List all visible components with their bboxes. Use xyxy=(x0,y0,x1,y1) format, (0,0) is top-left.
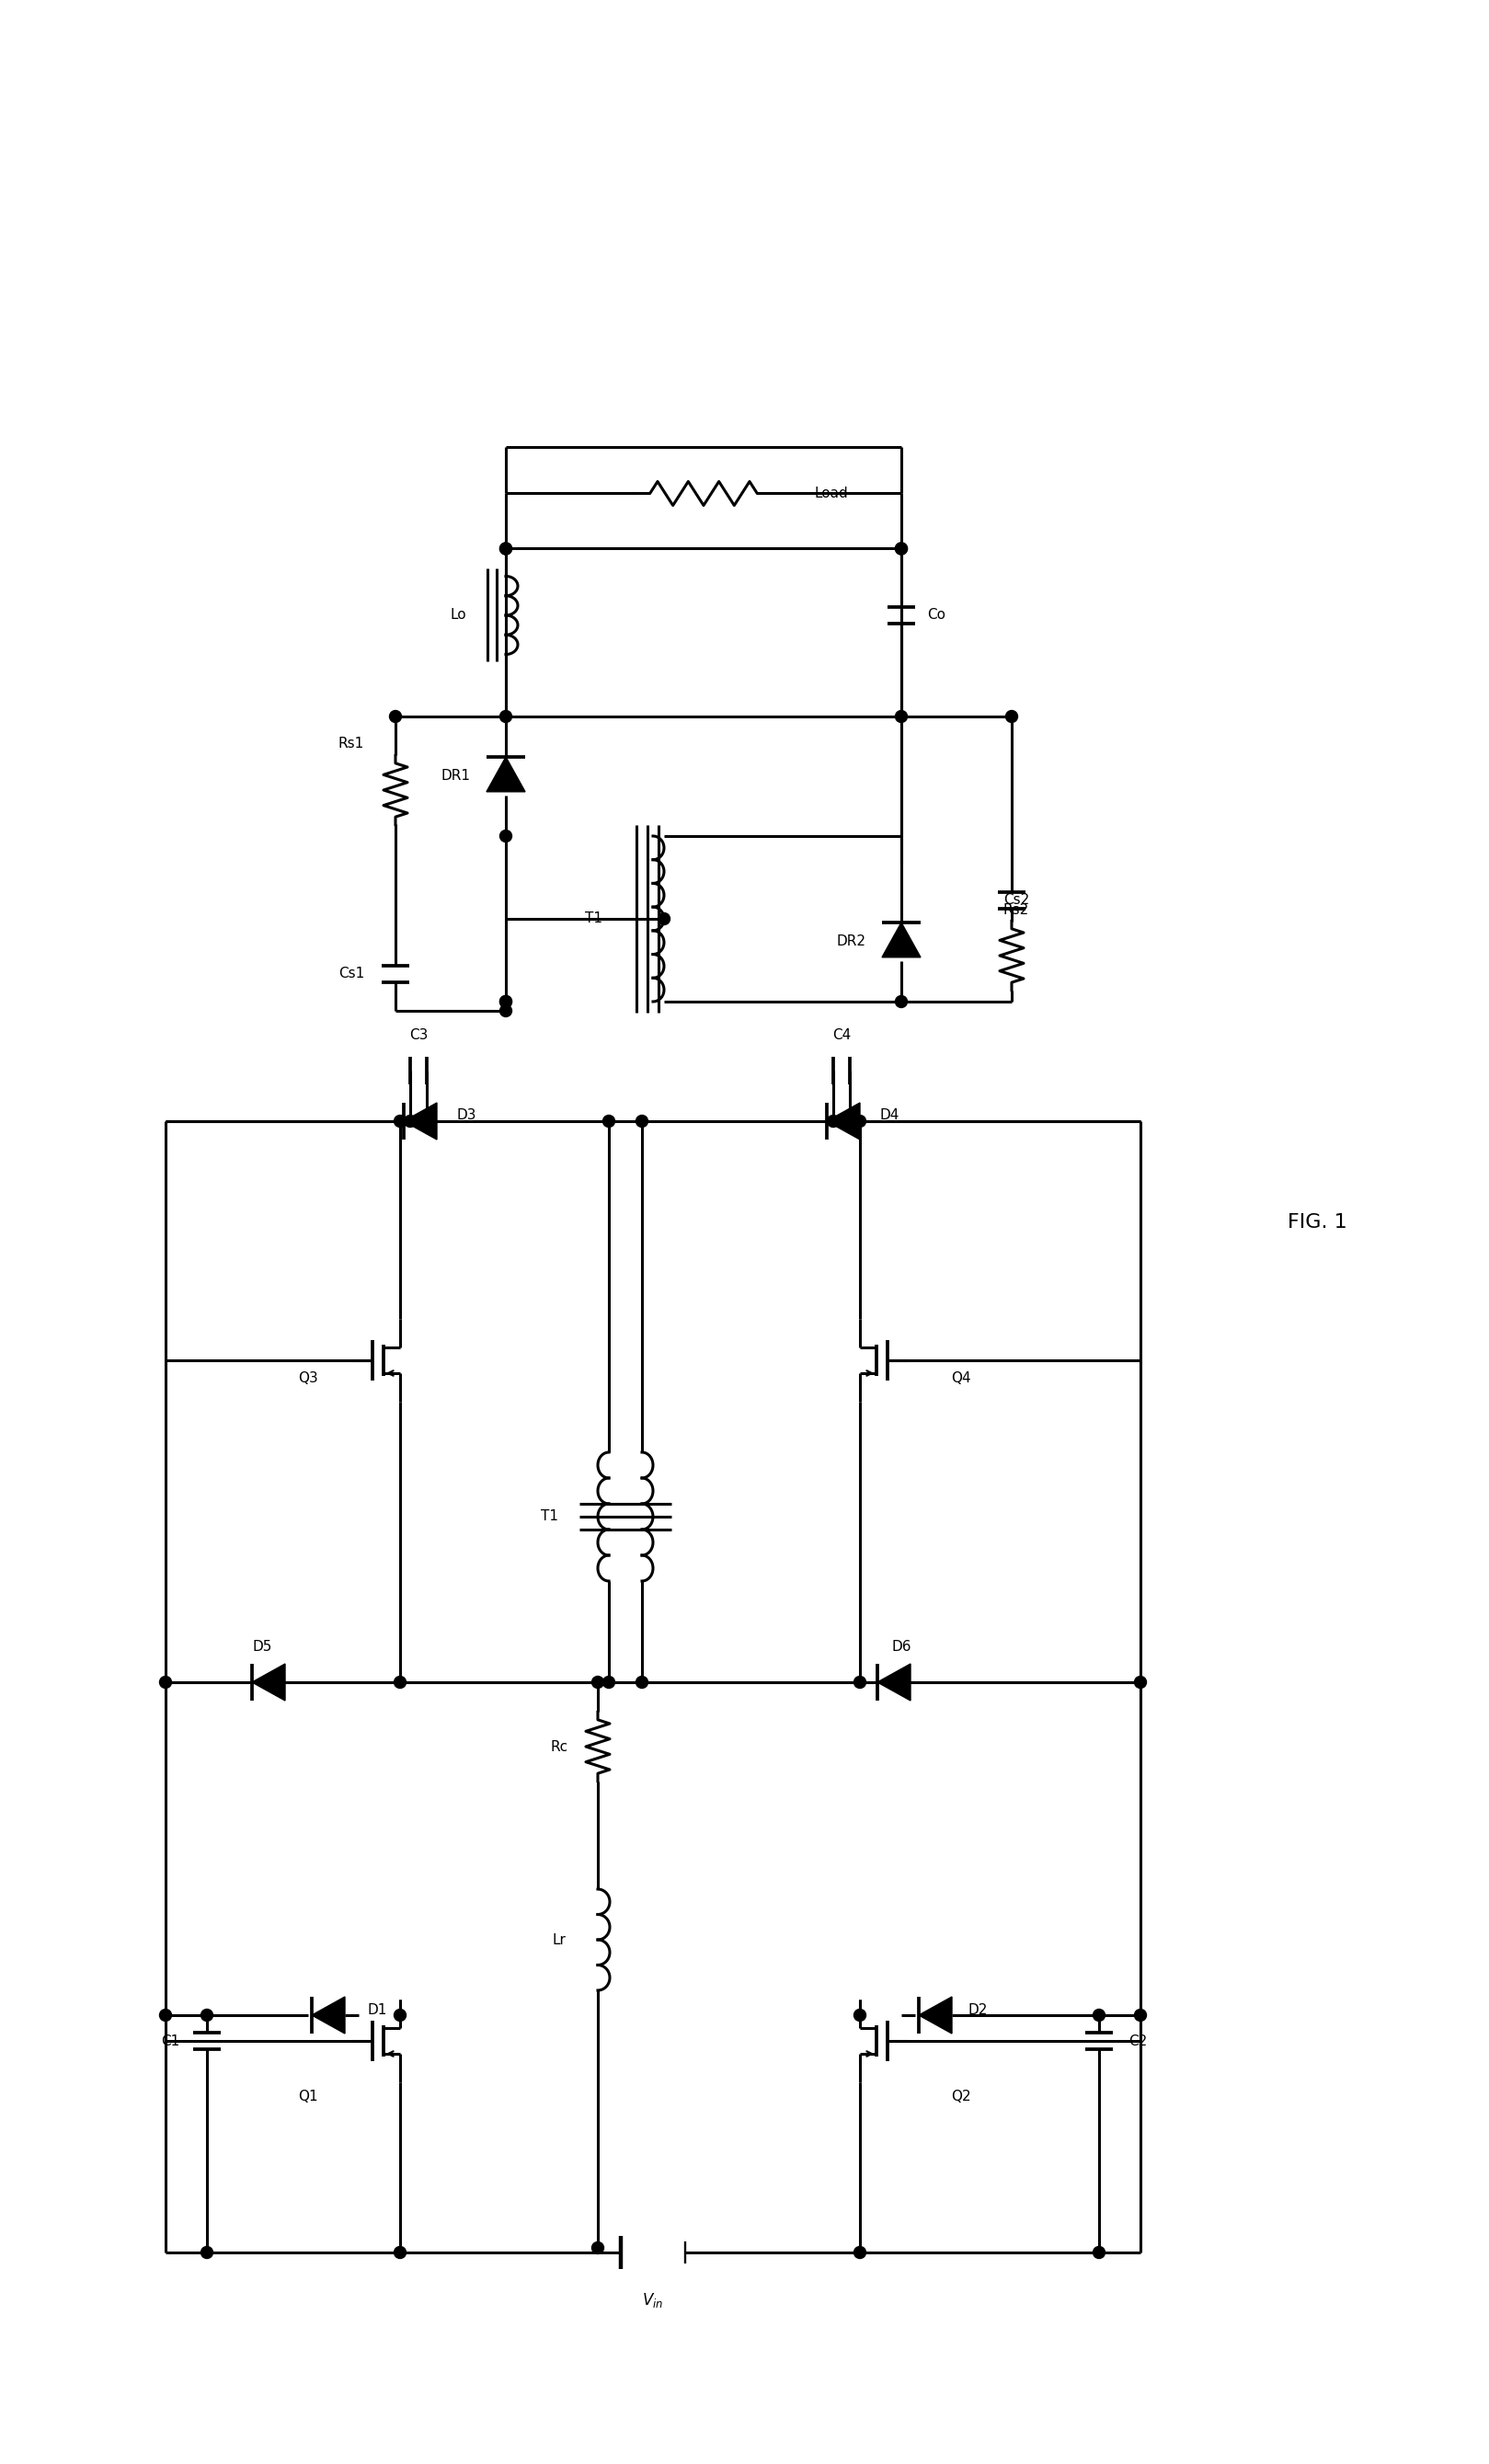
Circle shape xyxy=(855,2247,867,2259)
Circle shape xyxy=(1135,1676,1147,1688)
Text: C2: C2 xyxy=(1129,2033,1147,2048)
Polygon shape xyxy=(877,1663,910,1700)
Circle shape xyxy=(404,1116,415,1126)
Circle shape xyxy=(500,542,512,554)
Text: Load: Load xyxy=(814,485,847,500)
Polygon shape xyxy=(252,1663,284,1700)
Circle shape xyxy=(828,1116,840,1126)
Circle shape xyxy=(636,1676,648,1688)
Text: FIG. 1: FIG. 1 xyxy=(1288,1212,1348,1232)
Text: D6: D6 xyxy=(892,1641,911,1653)
Text: D4: D4 xyxy=(880,1109,899,1124)
Circle shape xyxy=(895,995,907,1008)
Circle shape xyxy=(855,1116,867,1126)
Text: Rc: Rc xyxy=(551,1740,567,1754)
Text: DR1: DR1 xyxy=(441,769,471,784)
Circle shape xyxy=(844,1116,856,1126)
Circle shape xyxy=(159,1676,171,1688)
Circle shape xyxy=(390,710,402,722)
Circle shape xyxy=(1135,2008,1147,2020)
Text: C1: C1 xyxy=(161,2033,180,2048)
Polygon shape xyxy=(487,756,526,791)
Circle shape xyxy=(895,710,907,722)
Text: C4: C4 xyxy=(832,1030,850,1042)
Circle shape xyxy=(421,1116,433,1126)
Text: C3: C3 xyxy=(409,1030,427,1042)
Text: DR2: DR2 xyxy=(835,934,865,949)
Text: Cs2: Cs2 xyxy=(1004,894,1029,907)
Text: D1: D1 xyxy=(368,2003,387,2018)
Circle shape xyxy=(855,2008,867,2020)
Circle shape xyxy=(895,542,907,554)
Circle shape xyxy=(895,542,907,554)
Circle shape xyxy=(658,912,670,924)
Circle shape xyxy=(159,2008,171,2020)
Circle shape xyxy=(201,2247,213,2259)
Circle shape xyxy=(1093,2008,1105,2020)
Circle shape xyxy=(1005,710,1017,722)
Text: T1: T1 xyxy=(585,912,602,926)
Text: Cs1: Cs1 xyxy=(338,966,365,981)
Circle shape xyxy=(500,542,512,554)
Circle shape xyxy=(603,1676,615,1688)
Text: D3: D3 xyxy=(457,1109,476,1124)
Text: Q3: Q3 xyxy=(298,1372,319,1385)
Text: Q1: Q1 xyxy=(298,2089,319,2102)
Text: Co: Co xyxy=(928,609,946,623)
Circle shape xyxy=(395,1676,406,1688)
Circle shape xyxy=(603,1116,615,1126)
Circle shape xyxy=(395,2008,406,2020)
Text: $V_{in}$: $V_{in}$ xyxy=(642,2292,664,2309)
Circle shape xyxy=(855,1676,867,1688)
Polygon shape xyxy=(881,922,920,958)
Text: Lr: Lr xyxy=(552,1932,566,1947)
Circle shape xyxy=(395,1116,406,1126)
Text: Lo: Lo xyxy=(450,609,466,623)
Circle shape xyxy=(591,1676,603,1688)
Circle shape xyxy=(500,1005,512,1018)
Text: Rs2: Rs2 xyxy=(1004,902,1029,917)
Circle shape xyxy=(201,2008,213,2020)
Polygon shape xyxy=(404,1104,436,1138)
Circle shape xyxy=(500,710,512,722)
Polygon shape xyxy=(919,1996,951,2033)
Circle shape xyxy=(395,2247,406,2259)
Circle shape xyxy=(1093,2247,1105,2259)
Text: T1: T1 xyxy=(541,1510,558,1523)
Polygon shape xyxy=(826,1104,861,1138)
Text: Q2: Q2 xyxy=(951,2089,971,2102)
Text: Rs1: Rs1 xyxy=(338,737,365,752)
Text: D5: D5 xyxy=(252,1641,272,1653)
Circle shape xyxy=(636,1116,648,1126)
Circle shape xyxy=(500,995,512,1008)
Circle shape xyxy=(500,995,512,1008)
Text: Q4: Q4 xyxy=(951,1372,971,1385)
Polygon shape xyxy=(311,1996,345,2033)
Text: D2: D2 xyxy=(968,2003,987,2018)
Circle shape xyxy=(500,830,512,843)
Circle shape xyxy=(591,2242,603,2255)
